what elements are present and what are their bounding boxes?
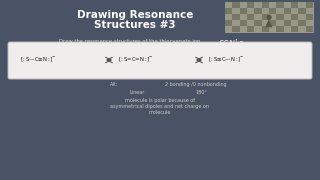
Bar (225, 2, 232, 8)
Text: molecule is polar because of
asymmetrical dipoles and net charge on
molecule: molecule is polar because of asymmetrica… (110, 98, 210, 115)
Bar (276, 14, 284, 20)
Bar (240, 20, 247, 26)
Text: Structures #3: Structures #3 (94, 20, 176, 30)
Bar (298, 20, 306, 26)
Bar (284, 26, 291, 32)
Bar (247, 20, 254, 26)
Text: 2 bonding /0 nonbonding: 2 bonding /0 nonbonding (165, 82, 227, 87)
Bar (306, 26, 313, 32)
Text: [: S≡C—N :]$^{-}$: [: S≡C—N :]$^{-}$ (208, 56, 244, 64)
Bar (254, 14, 262, 20)
Bar (306, 2, 313, 8)
Bar (262, 8, 269, 14)
Bar (291, 14, 298, 20)
Text: ●: ● (266, 14, 272, 20)
Bar (269, 26, 276, 32)
Bar (269, 8, 276, 14)
Bar (232, 20, 240, 26)
Bar (240, 2, 247, 8)
Bar (225, 20, 232, 26)
Bar (291, 26, 298, 32)
Bar (254, 8, 262, 14)
Text: [: S—C≡N :]$^{-}$: [: S—C≡N :]$^{-}$ (20, 56, 56, 64)
Bar (306, 8, 313, 14)
Bar (284, 8, 291, 14)
Bar (291, 20, 298, 26)
Bar (232, 2, 240, 8)
Bar (298, 8, 306, 14)
Bar (269, 20, 276, 26)
Text: $\mathit{SCN}^{1-}$: $\mathit{SCN}^{1-}$ (218, 38, 245, 50)
Bar (262, 14, 269, 20)
Bar (232, 8, 240, 14)
FancyBboxPatch shape (8, 42, 312, 79)
Text: [: S=C=N :]$^{-}$: [: S=C=N :]$^{-}$ (118, 56, 154, 64)
Bar (306, 14, 313, 20)
FancyBboxPatch shape (225, 2, 313, 32)
Bar (240, 26, 247, 32)
Bar (284, 14, 291, 20)
Bar (284, 20, 291, 26)
Text: Linear: Linear (130, 90, 145, 95)
Bar (284, 2, 291, 8)
Bar (254, 26, 262, 32)
Bar (276, 26, 284, 32)
Bar (254, 2, 262, 8)
Text: ▲: ▲ (265, 18, 273, 28)
Bar (254, 20, 262, 26)
Text: Draw the resonance structures of the thiocyanate ion: Draw the resonance structures of the thi… (59, 39, 201, 44)
Bar (247, 2, 254, 8)
Bar (225, 26, 232, 32)
Bar (298, 14, 306, 20)
Bar (306, 20, 313, 26)
Text: AX:: AX: (110, 82, 118, 87)
Bar (276, 8, 284, 14)
Bar (232, 14, 240, 20)
Bar (247, 8, 254, 14)
Bar (298, 2, 306, 8)
Bar (276, 2, 284, 8)
Bar (269, 2, 276, 8)
Text: Drawing Resonance: Drawing Resonance (77, 10, 193, 20)
Bar (240, 8, 247, 14)
Bar (262, 2, 269, 8)
Bar (232, 26, 240, 32)
Bar (247, 14, 254, 20)
Bar (298, 26, 306, 32)
Bar (262, 20, 269, 26)
Bar (240, 14, 247, 20)
Bar (269, 14, 276, 20)
Bar (291, 2, 298, 8)
Bar (276, 20, 284, 26)
Bar (262, 26, 269, 32)
Text: 180°: 180° (195, 90, 207, 95)
Bar (291, 8, 298, 14)
Bar (247, 26, 254, 32)
Bar (225, 14, 232, 20)
Bar (225, 8, 232, 14)
